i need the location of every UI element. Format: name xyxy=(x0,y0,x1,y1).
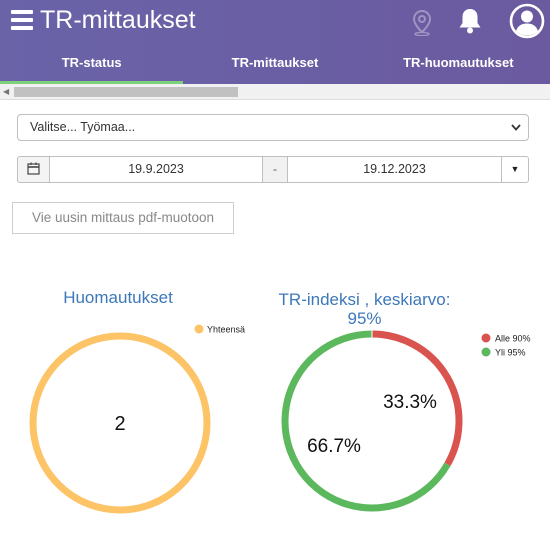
date-from-input[interactable]: 19.9.2023 xyxy=(49,156,263,183)
tr-index-slice-0 xyxy=(371,330,463,467)
tab-tr-huomautukset[interactable]: TR-huomautukset xyxy=(403,55,514,70)
legend-dot-0 xyxy=(481,333,491,343)
remarks-chart-title: Huomautukset xyxy=(63,288,173,307)
tr-index-slice-1 xyxy=(281,330,451,512)
site-select[interactable]: Valitse... Työmaa... xyxy=(17,114,529,141)
caret-down-icon: ▼ xyxy=(510,164,520,174)
tab-tr-mittaukset[interactable]: TR-mittaukset xyxy=(231,55,319,70)
calendar-button[interactable] xyxy=(17,156,50,183)
app-header: TR-mittaukset TR-status TR-mittaukset TR… xyxy=(0,0,550,84)
calendar-icon xyxy=(27,162,40,175)
legend-label-1: Yli 95% xyxy=(495,348,526,358)
location-pin-icon[interactable] xyxy=(412,10,432,36)
tab-tr-status[interactable]: TR-status xyxy=(0,50,184,84)
legend-label-yhteensa: Yhteensä xyxy=(207,325,245,335)
scrollbar-thumb[interactable] xyxy=(14,87,238,97)
legend-dot-1 xyxy=(481,347,491,357)
date-range: 19.9.2023 - 19.12.2023 ▼ xyxy=(17,156,529,183)
user-icon[interactable] xyxy=(509,3,545,39)
page-title: TR-mittaukset xyxy=(40,6,196,34)
remarks-center-value: 2 xyxy=(114,413,125,435)
export-pdf-button[interactable]: Vie uusin mittaus pdf-muotoon xyxy=(12,202,234,234)
tr-index-slice-label-1: 66.7% xyxy=(307,436,361,457)
legend-dot-yhteensa xyxy=(194,324,204,334)
bell-icon[interactable] xyxy=(457,7,483,35)
menu-icon[interactable] xyxy=(11,10,33,30)
horizontal-scrollbar[interactable]: ◀ xyxy=(0,84,550,100)
remarks-ring-slice xyxy=(29,332,211,514)
tr-index-slice-label-0: 33.3% xyxy=(383,392,437,413)
scroll-left-icon[interactable]: ◀ xyxy=(3,87,10,96)
date-to-input[interactable]: 19.12.2023 xyxy=(287,156,502,183)
tab-bar: TR-status TR-mittaukset TR-huomautukset xyxy=(0,50,550,84)
chevron-down-icon xyxy=(510,115,522,150)
date-range-dropdown-button[interactable]: ▼ xyxy=(501,156,529,183)
site-select-value: Valitse... Työmaa... xyxy=(30,120,136,134)
legend-label-0: Alle 90% xyxy=(495,334,531,344)
tr-index-chart-title: TR-indeksi , keskiarvo: 95% xyxy=(278,290,451,328)
